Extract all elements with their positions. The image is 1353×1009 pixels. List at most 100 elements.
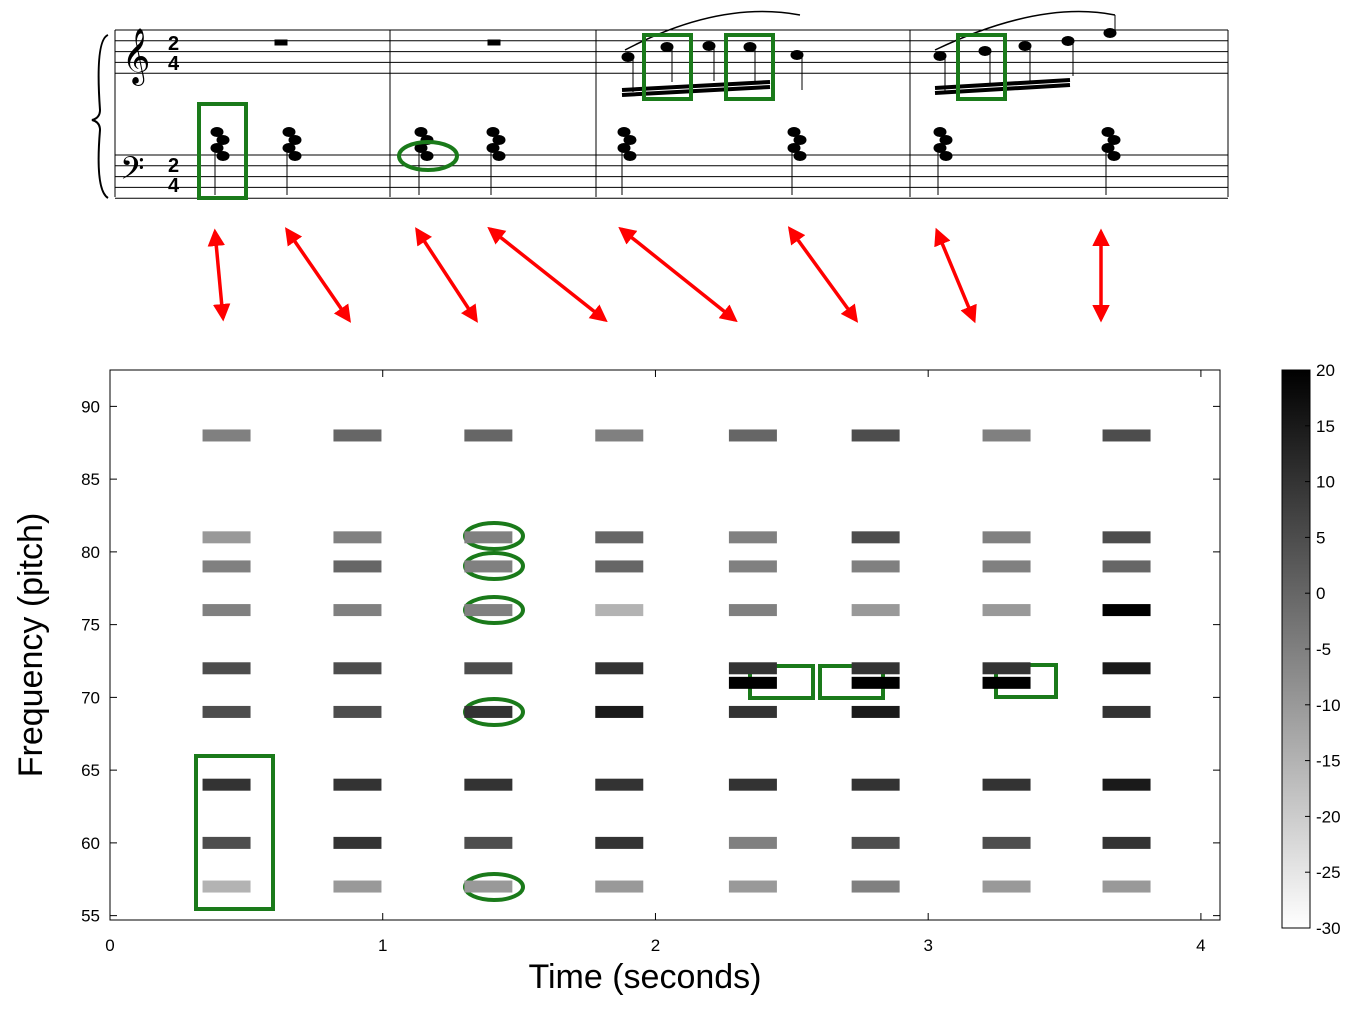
note-head — [492, 135, 506, 145]
note-head — [282, 127, 296, 137]
note-head — [216, 135, 230, 145]
note-head — [660, 42, 674, 52]
heat-cell — [851, 429, 900, 442]
heat-cell — [982, 836, 1031, 849]
svg-text:𝄢: 𝄢 — [120, 150, 144, 194]
heat-cell — [851, 705, 900, 718]
x-tick-label: 2 — [651, 936, 660, 955]
heat-cell — [1102, 836, 1151, 849]
note-head — [492, 151, 506, 161]
note-head — [793, 151, 807, 161]
heat-cell — [851, 662, 900, 675]
heat-cell — [464, 429, 513, 442]
heat-cell — [851, 676, 900, 689]
x-tick-label: 1 — [378, 936, 387, 955]
svg-text:2: 2 — [168, 33, 179, 55]
note-head — [210, 143, 224, 153]
heat-cell — [1102, 662, 1151, 675]
heat-cell — [464, 560, 513, 573]
heat-cell — [595, 705, 644, 718]
note-head — [787, 143, 801, 153]
note-head — [486, 127, 500, 137]
heat-cell — [728, 560, 777, 573]
heat-cell — [1102, 531, 1151, 544]
y-axis-label: Frequency (pitch) — [12, 513, 50, 778]
heat-cell — [982, 560, 1031, 573]
note-head — [1101, 143, 1115, 153]
plot-frame — [109, 369, 1221, 921]
note-head — [414, 127, 428, 137]
heat-cell — [851, 604, 900, 617]
colorbar-tick-label: -5 — [1316, 640, 1331, 659]
heat-cell — [464, 836, 513, 849]
heat-cell — [333, 604, 382, 617]
note-head — [216, 151, 230, 161]
colorbar-tick-label: -25 — [1316, 863, 1341, 882]
heat-cell — [595, 778, 644, 791]
heat-cell — [333, 705, 382, 718]
note-head — [288, 151, 302, 161]
svg-text:4: 4 — [168, 175, 180, 197]
y-tick-label: 75 — [81, 616, 100, 635]
heat-cell — [595, 604, 644, 617]
heat-cell — [1102, 560, 1151, 573]
heat-cell — [202, 836, 251, 849]
heat-cell — [1102, 429, 1151, 442]
note-head — [617, 143, 631, 153]
colorbar-tick-label: 10 — [1316, 473, 1335, 492]
heat-cell — [202, 662, 251, 675]
y-tick-label: 65 — [81, 761, 100, 780]
heat-cell — [728, 662, 777, 675]
heat-cell — [728, 604, 777, 617]
heat-cell — [202, 531, 251, 544]
heat-cell — [728, 836, 777, 849]
heat-cell — [595, 662, 644, 675]
note-head — [1018, 41, 1032, 51]
heat-cell — [464, 604, 513, 617]
colorbar-tick-label: 0 — [1316, 584, 1325, 603]
heat-cell — [333, 560, 382, 573]
heat-cell — [982, 676, 1031, 689]
note-head — [787, 127, 801, 137]
heat-cell — [333, 531, 382, 544]
y-tick-label: 60 — [81, 834, 100, 853]
colorbar-tick-label: -15 — [1316, 752, 1341, 771]
heat-cell — [1102, 604, 1151, 617]
note-head — [939, 151, 953, 161]
heat-cell — [595, 429, 644, 442]
x-axis-label: Time (seconds) — [528, 958, 761, 996]
note-head — [939, 135, 953, 145]
svg-text:4: 4 — [168, 53, 180, 75]
heat-cell — [982, 778, 1031, 791]
heat-cell — [202, 880, 251, 893]
heat-cell — [982, 880, 1031, 893]
colorbar-tick-label: -20 — [1316, 807, 1341, 826]
heat-cell — [202, 705, 251, 718]
y-tick-label: 55 — [81, 907, 100, 926]
heat-cell — [982, 531, 1031, 544]
x-tick-label: 3 — [923, 936, 932, 955]
heat-cell — [595, 560, 644, 573]
note-head — [793, 135, 807, 145]
heat-cell — [464, 531, 513, 544]
heat-cell — [851, 880, 900, 893]
heat-cell — [333, 778, 382, 791]
note-head — [486, 143, 500, 153]
note-head — [623, 151, 637, 161]
music-score: 𝄞 𝄢 2 4 2 4 — [91, 10, 1229, 199]
heat-cell — [728, 778, 777, 791]
colorbar-tick-label: 20 — [1316, 361, 1335, 380]
heat-cell — [595, 836, 644, 849]
colorbar-tick-label: 5 — [1316, 528, 1325, 547]
heat-cell — [728, 705, 777, 718]
note-head — [933, 143, 947, 153]
note-head — [288, 135, 302, 145]
note-head — [623, 135, 637, 145]
y-tick-label: 80 — [81, 543, 100, 562]
heat-cell — [982, 662, 1031, 675]
note-head — [621, 52, 635, 62]
heat-cell — [982, 604, 1031, 617]
heat-cell — [1102, 705, 1151, 718]
y-tick-label: 85 — [81, 470, 100, 489]
